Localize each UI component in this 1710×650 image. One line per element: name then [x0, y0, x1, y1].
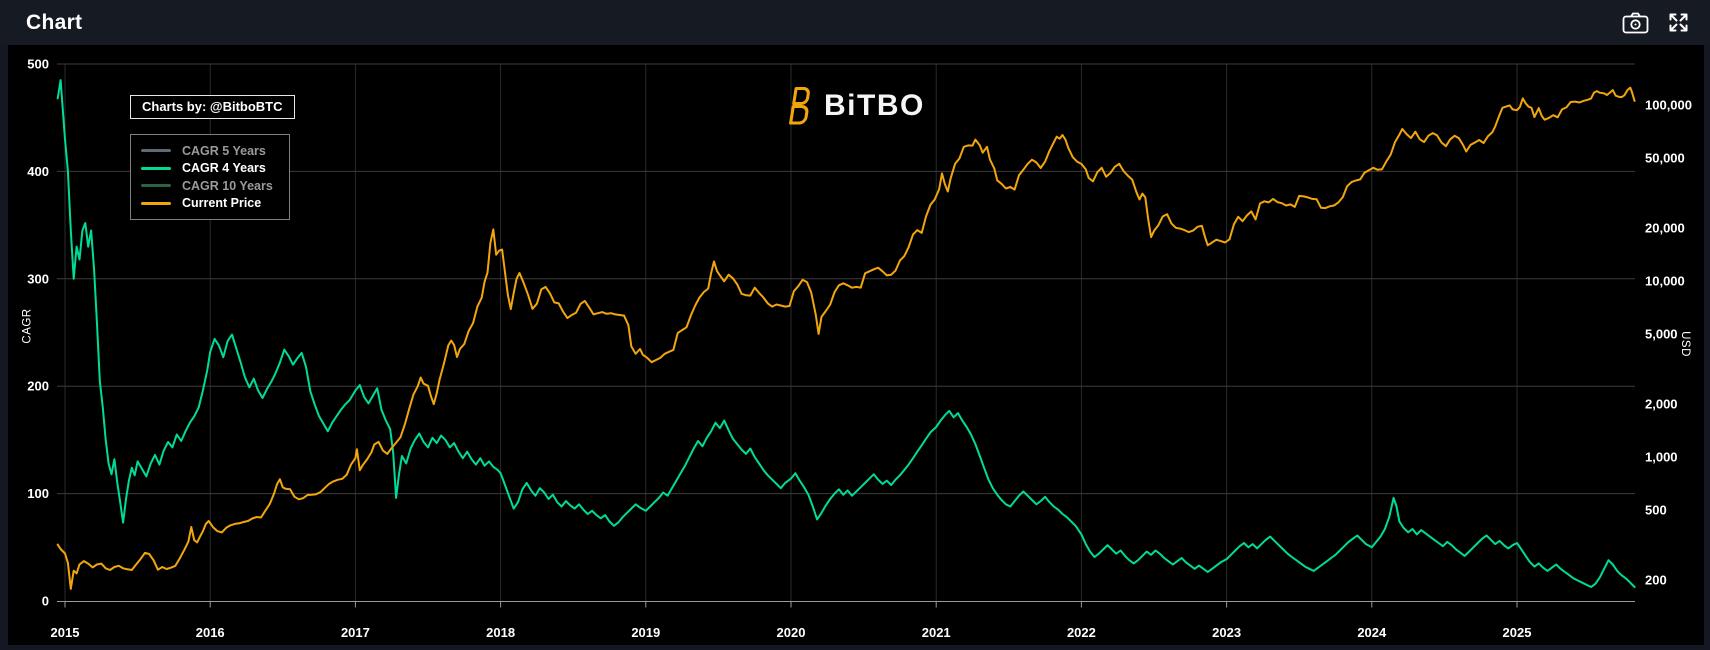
legend-swatch: [141, 166, 171, 170]
x-axis-label: 2021: [922, 625, 951, 640]
x-axis-label: 2018: [486, 625, 515, 640]
legend-label: CAGR 5 Years: [182, 143, 266, 158]
camera-icon[interactable]: [1622, 10, 1649, 35]
chart-panel: [8, 45, 1704, 645]
y-axis-label-left: 300: [27, 271, 49, 286]
watermark-badge: Charts by: @BitboBTC: [130, 95, 295, 119]
y-axis-label-left: 500: [27, 57, 49, 72]
legend-label: CAGR 10 Years: [182, 178, 273, 193]
x-axis-label: 2019: [631, 625, 660, 640]
y-axis-label-right: 200: [1645, 573, 1667, 588]
legend-item-cagr-10-years[interactable]: CAGR 10 Years: [141, 177, 273, 195]
series-line-cagr-4-years: [56, 79, 1636, 588]
y-axis-label-right: 1,000: [1645, 450, 1678, 465]
x-axis-label: 2015: [51, 625, 80, 640]
x-axis-label: 2016: [196, 625, 225, 640]
y-axis-label-right: 50,000: [1645, 150, 1685, 165]
header-icons: [1622, 10, 1690, 35]
y-axis-label-left: 100: [27, 486, 49, 501]
x-axis-label: 2022: [1067, 625, 1096, 640]
legend-item-current-price[interactable]: Current Price: [141, 195, 273, 213]
bitbo-logo-text: BiTBO: [824, 89, 925, 122]
y-axis-label-left: 200: [27, 379, 49, 394]
legend-item-cagr-5-years[interactable]: CAGR 5 Years: [141, 142, 273, 160]
bitbo-logo-icon: [789, 86, 810, 125]
y-axis-label-right: 5,000: [1645, 326, 1678, 341]
x-axis-label: 2023: [1212, 625, 1241, 640]
y-axis-label-right: 500: [1645, 502, 1667, 517]
header: Chart: [0, 0, 1710, 45]
legend-label: CAGR 4 Years: [182, 161, 266, 176]
y-axis-label-right: 100,000: [1645, 98, 1692, 113]
x-axis-label: 2025: [1503, 625, 1532, 640]
series-line-current-price: [56, 86, 1636, 590]
legend: CAGR 5 Years CAGR 4 Years CAGR 10 Years Cur…: [130, 134, 290, 220]
legend-label: Current Price: [182, 196, 262, 211]
x-axis-label: 2024: [1357, 625, 1387, 640]
legend-item-cagr-4-years[interactable]: CAGR 4 Years: [141, 160, 273, 178]
y-axis-label-right: 10,000: [1645, 274, 1685, 289]
fullscreen-icon[interactable]: [1667, 11, 1690, 34]
y-axis-title-left: CAGR: [21, 308, 34, 344]
legend-swatch: [141, 184, 171, 188]
page-title: Chart: [26, 10, 83, 34]
y-axis-label-left: 400: [27, 164, 49, 179]
y-axis-title-right: USD: [1678, 331, 1691, 357]
y-axis-label-right: 20,000: [1645, 221, 1685, 236]
x-axis-label: 2017: [341, 625, 370, 640]
y-axis-label-left: 0: [42, 594, 49, 609]
x-axis-label: 2020: [777, 625, 806, 640]
legend-swatch: [141, 149, 171, 153]
bitbo-logo: BiTBO: [785, 86, 925, 126]
y-axis-label-right: 2,000: [1645, 397, 1678, 412]
legend-swatch: [141, 201, 171, 205]
